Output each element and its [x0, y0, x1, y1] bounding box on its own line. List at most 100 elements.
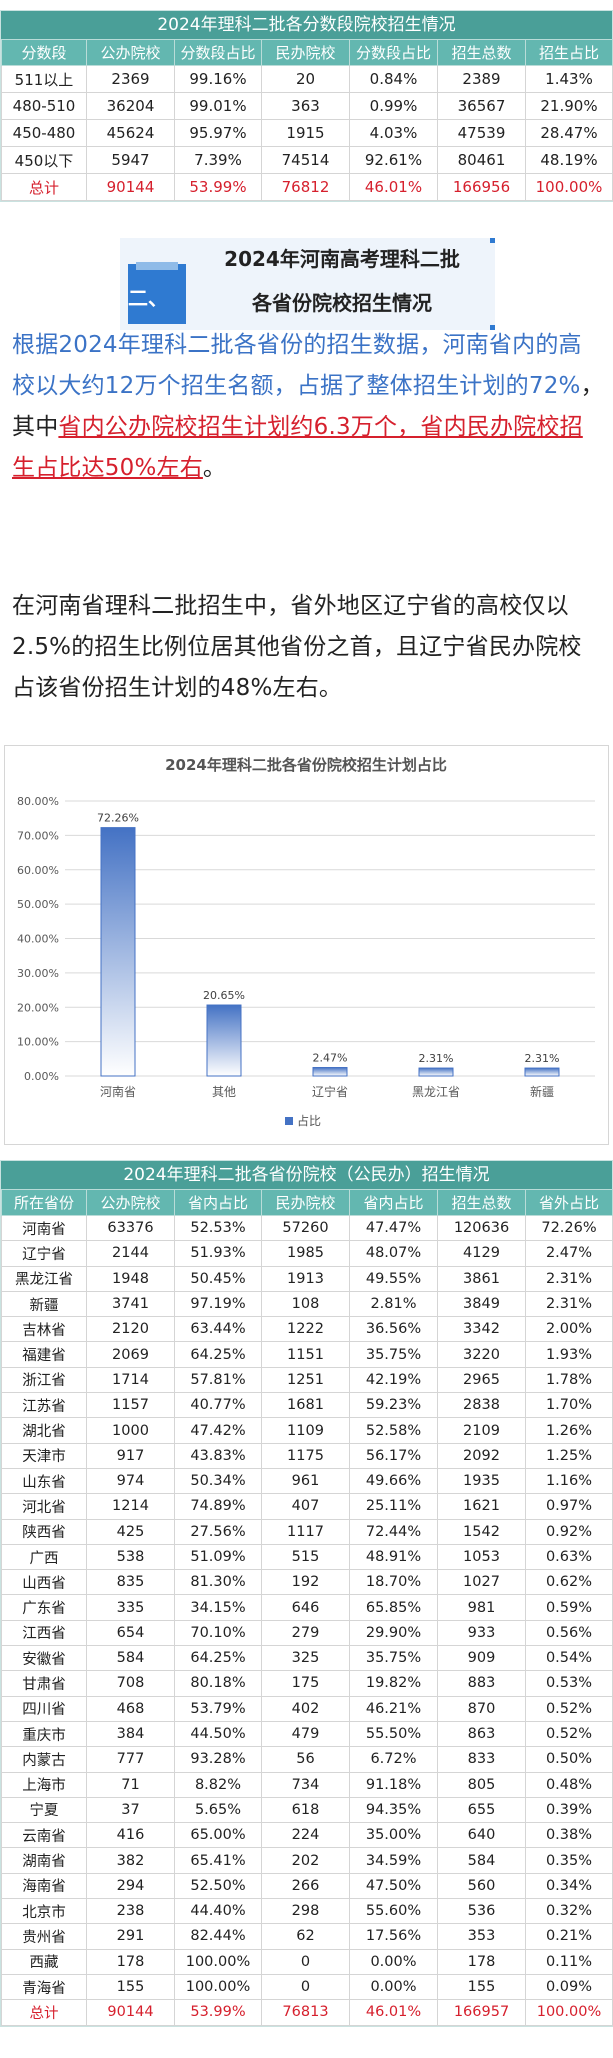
table-cell: 44.50% — [174, 1720, 262, 1748]
banner-title-line1: 2024年河南高考理科二批 — [224, 247, 460, 271]
table-cell: 新疆 — [1, 1290, 87, 1318]
table-cell: 91.18% — [349, 1771, 438, 1798]
table-cell: 7.39% — [174, 146, 262, 174]
table-cell: 4129 — [437, 1240, 526, 1267]
table-cell: 20 — [261, 65, 350, 93]
table-cell: 0.00% — [349, 1973, 438, 2001]
table-row: 河南省 63376 52.53% 57260 47.47% 120636 72.26% — [1, 1214, 613, 1242]
table-cell: 0.97% — [525, 1493, 613, 1520]
bar — [312, 1067, 348, 1077]
table-cell: 17.56% — [349, 1923, 438, 1950]
table-cell: 450-480 — [1, 119, 87, 147]
table-cell: 155 — [86, 1973, 175, 2001]
table-cell: 0.34% — [525, 1872, 613, 1900]
table-cell: 51.93% — [174, 1240, 262, 1267]
legend-swatch — [285, 1117, 293, 1125]
table-cell: 55.50% — [349, 1720, 438, 1748]
table-row: 山东省 974 50.34% 961 49.66% 1935 1.16% — [1, 1467, 613, 1495]
table-row: 海南省 294 52.50% 266 47.50% 560 0.34% — [1, 1872, 613, 1900]
table-cell: 72.44% — [349, 1518, 438, 1545]
total-cell: 166957 — [437, 1999, 526, 2026]
total-cell: 76812 — [261, 173, 350, 201]
table-row: 450-480 45624 95.97% 1915 4.03% 47539 28.47% — [1, 119, 613, 147]
table-cell: 155 — [437, 1973, 526, 2001]
y-tick-label: 10.00% — [17, 1036, 59, 1049]
table-cell: 192 — [261, 1569, 350, 1596]
table-cell: 57.81% — [174, 1366, 262, 1394]
table-cell: 37 — [86, 1796, 175, 1824]
table-cell: 49.66% — [349, 1467, 438, 1495]
table-cell: 80.18% — [174, 1670, 262, 1697]
table-cell: 515 — [261, 1543, 350, 1571]
table-cell: 2965 — [437, 1366, 526, 1394]
table-cell: 708 — [86, 1670, 175, 1697]
table-cell: 94.35% — [349, 1796, 438, 1824]
table-cell: 99.16% — [174, 65, 262, 93]
table-row: 福建省 2069 64.25% 1151 35.75% 3220 1.93% — [1, 1341, 613, 1368]
table-cell: 0.56% — [525, 1619, 613, 1647]
y-tick-label: 20.00% — [17, 1001, 59, 1014]
score-band-grid: 分数段 公办院校 分数段占比 民办院校 分数段占比 招生总数 招生占比 511以上 2369 9… — [1, 39, 613, 201]
table-cell: 100.00% — [174, 1973, 262, 2001]
table-cell: 1053 — [437, 1543, 526, 1571]
table-cell: 63376 — [86, 1214, 175, 1242]
table-cell: 4.03% — [349, 119, 438, 147]
table-cell: 933 — [437, 1619, 526, 1647]
table-row: 450以下 5947 7.39% 74514 92.61% 80461 48.19% — [1, 146, 613, 174]
column-header: 招生总数 — [437, 39, 526, 66]
column-header: 省内占比 — [349, 1189, 438, 1216]
table-cell: 407 — [261, 1493, 350, 1520]
table-cell: 425 — [86, 1518, 175, 1545]
banner-number-block — [128, 264, 186, 324]
table-cell: 833 — [437, 1746, 526, 1773]
table-cell: 3849 — [437, 1290, 526, 1318]
table-cell: 74514 — [261, 146, 350, 174]
table-cell: 50.34% — [174, 1467, 262, 1495]
x-tick-label: 黑龙江省 — [412, 1085, 460, 1099]
table-cell: 0.52% — [525, 1695, 613, 1722]
table-cell: 0 — [261, 1973, 350, 2001]
table-row: 上海市 71 8.82% 734 91.18% 805 0.48% — [1, 1771, 613, 1798]
table-cell: 2369 — [86, 65, 175, 93]
table-cell: 863 — [437, 1720, 526, 1748]
table-cell: 河南省 — [1, 1214, 87, 1242]
table-cell: 1.25% — [525, 1442, 613, 1469]
table-cell: 511以上 — [1, 65, 87, 93]
table-cell: 1117 — [261, 1518, 350, 1545]
table-cell: 3861 — [437, 1265, 526, 1292]
table-cell: 97.19% — [174, 1290, 262, 1318]
table-cell: 江苏省 — [1, 1392, 87, 1419]
table-cell: 536 — [437, 1898, 526, 1925]
y-tick-label: 30.00% — [17, 967, 59, 980]
table-cell: 291 — [86, 1923, 175, 1950]
total-cell: 90144 — [86, 1999, 175, 2026]
table-cell: 0.52% — [525, 1720, 613, 1748]
table-cell: 45624 — [86, 119, 175, 147]
bar — [418, 1067, 454, 1077]
table-cell: 71 — [86, 1771, 175, 1798]
table-cell: 50.45% — [174, 1265, 262, 1292]
table-cell: 0.11% — [525, 1948, 613, 1975]
banner-corner-mark — [490, 325, 495, 330]
table-cell: 175 — [261, 1670, 350, 1697]
table-row: 山西省 835 81.30% 192 18.70% 1027 0.62% — [1, 1569, 613, 1596]
table-cell: 835 — [86, 1569, 175, 1596]
table-cell: 青海省 — [1, 1973, 87, 2001]
table-cell: 0.59% — [525, 1594, 613, 1621]
table-cell: 450以下 — [1, 146, 87, 174]
table-cell: 北京市 — [1, 1898, 87, 1925]
table-cell: 8.82% — [174, 1771, 262, 1798]
table-row: 安徽省 584 64.25% 325 35.75% 909 0.54% — [1, 1645, 613, 1672]
table-cell: 广东省 — [1, 1594, 87, 1621]
table-row: 新疆 3741 97.19% 108 2.81% 3849 2.31% — [1, 1290, 613, 1318]
table-cell: 65.00% — [174, 1822, 262, 1849]
table-cell: 西藏 — [1, 1948, 87, 1975]
table-cell: 1251 — [261, 1366, 350, 1394]
table-row: 北京市 238 44.40% 298 55.60% 536 0.32% — [1, 1898, 613, 1925]
table-cell: 1.43% — [525, 65, 613, 93]
table-cell: 安徽省 — [1, 1645, 87, 1672]
data-label: 2.31% — [419, 1052, 454, 1065]
table-cell: 宁夏 — [1, 1796, 87, 1824]
banner-block-cap — [136, 262, 178, 270]
table-cell: 黑龙江省 — [1, 1265, 87, 1292]
